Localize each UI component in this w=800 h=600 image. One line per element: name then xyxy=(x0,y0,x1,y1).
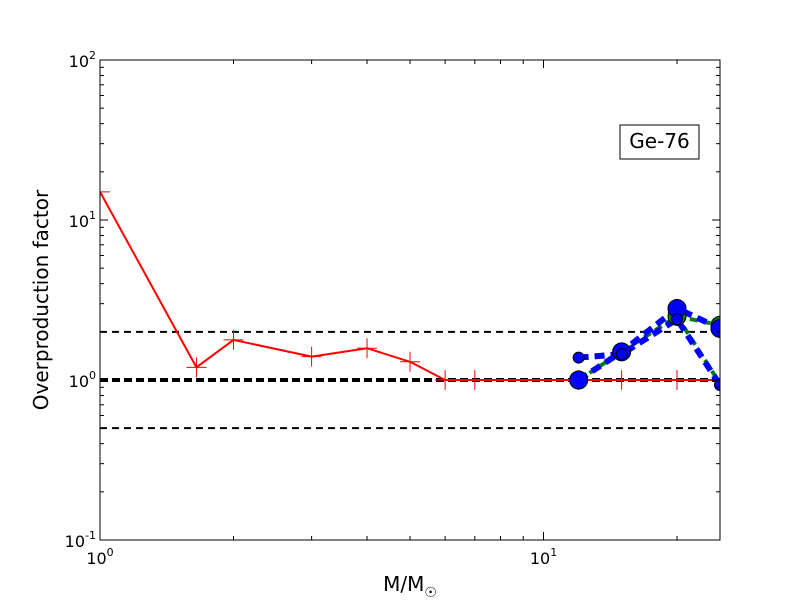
y-tick-label-base: 10 xyxy=(65,532,85,551)
plus-marker xyxy=(223,329,244,350)
x-tick-label-base: 10 xyxy=(530,549,550,568)
series-line-4 xyxy=(578,316,720,387)
y-tick-label-exponent: 0 xyxy=(89,369,96,382)
plus-marker xyxy=(301,346,322,367)
y-tick-label-exponent: -1 xyxy=(85,529,96,542)
y-tick-label-base: 10 xyxy=(69,372,89,391)
y-tick-label: 101 xyxy=(69,209,96,231)
plus-marker xyxy=(186,357,207,378)
x-tick-label: 101 xyxy=(530,546,557,568)
plus-marker xyxy=(357,338,378,359)
y-tick-label: 100 xyxy=(69,369,96,391)
annotation-label: Ge-76 xyxy=(629,129,689,153)
plus-marker xyxy=(435,370,456,390)
y-tick-label-exponent: 1 xyxy=(89,209,96,222)
plus-marker xyxy=(667,370,688,390)
annotation-frame xyxy=(619,124,700,160)
circle-marker xyxy=(569,370,589,390)
x-tick-label-base: 10 xyxy=(86,549,106,568)
y-tick-label-base: 10 xyxy=(69,212,89,231)
x-tick-label-exponent: 1 xyxy=(550,546,557,559)
circle-marker-small xyxy=(671,313,684,326)
plus-marker xyxy=(400,351,420,372)
marker-layer xyxy=(100,181,720,392)
plot-area xyxy=(100,60,720,540)
x-axis-label-main: M/M xyxy=(383,572,424,596)
x-tick-label: 100 xyxy=(86,546,113,568)
y-tick-label-exponent: 2 xyxy=(89,49,96,62)
series-line-3 xyxy=(576,305,720,383)
plus-marker xyxy=(611,370,632,390)
circle-marker-small xyxy=(572,351,585,364)
circle-marker xyxy=(710,318,720,338)
y-axis-label: Overproduction factor xyxy=(29,189,53,410)
x-axis-label: M/M☉ xyxy=(383,572,437,600)
annotation-box: Ge-76 xyxy=(619,124,700,160)
y-tick-label: 102 xyxy=(69,49,96,71)
y-tick-label-base: 10 xyxy=(69,52,89,71)
axis-ticks xyxy=(99,59,720,541)
plus-marker xyxy=(100,181,110,202)
circle-marker-small xyxy=(615,348,628,361)
x-axis-label-subscript: ☉ xyxy=(424,585,437,600)
y-tick-label: 10-1 xyxy=(65,529,96,551)
plus-marker xyxy=(464,370,485,390)
x-tick-label-exponent: 0 xyxy=(107,546,114,559)
